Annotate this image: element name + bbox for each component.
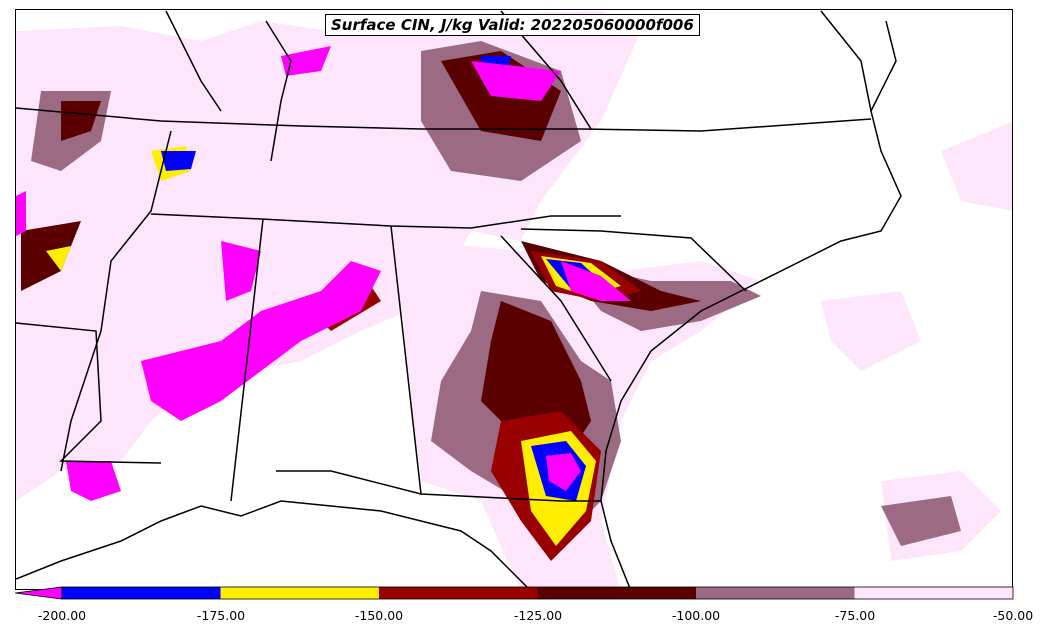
map-panel	[15, 9, 1013, 590]
colorbar-tick-label: -50.00	[992, 608, 1034, 623]
colorbar-segment	[537, 587, 696, 599]
river-ohio	[265, 20, 292, 162]
state-line-ky-north	[165, 10, 222, 112]
colorbar-tick-label: -100.00	[671, 608, 721, 623]
colorbar	[15, 586, 1014, 600]
colorbar-segment	[220, 587, 379, 599]
state-line-tn-south	[150, 213, 621, 229]
colorbar-tick-label: -75.00	[834, 608, 876, 623]
cin-field-magenta	[16, 46, 631, 501]
map-title: Surface CIN, J/kg Valid: 202205060000f00…	[325, 14, 700, 36]
coastline-atlantic	[600, 20, 902, 589]
colorbar-tick-label: -200.00	[37, 608, 87, 623]
map-boundaries	[16, 10, 902, 589]
state-line-tn-ky	[16, 107, 872, 132]
coastline-chesapeake	[820, 10, 872, 112]
state-line-al-ga	[390, 225, 422, 495]
colorbar-segment	[62, 587, 221, 599]
river-mississippi	[60, 130, 172, 472]
cin-contour-map	[16, 10, 1012, 589]
colorbar-segment	[854, 587, 1013, 599]
state-line-ga-sc	[500, 235, 612, 382]
state-line-ms-al	[230, 218, 264, 502]
colorbar-segment	[379, 587, 538, 599]
colorbar-tick-label: -150.00	[354, 608, 404, 623]
colorbar-border	[61, 586, 1014, 600]
state-line-nc-sc	[520, 228, 747, 292]
coastline-gulf	[16, 500, 531, 589]
colorbar-tick-label: -125.00	[513, 608, 563, 623]
state-line-la-ms	[16, 322, 162, 464]
colorbar-extension	[15, 586, 63, 600]
colorbar-segment	[696, 587, 855, 599]
colorbar-tick-label: -175.00	[196, 608, 246, 623]
